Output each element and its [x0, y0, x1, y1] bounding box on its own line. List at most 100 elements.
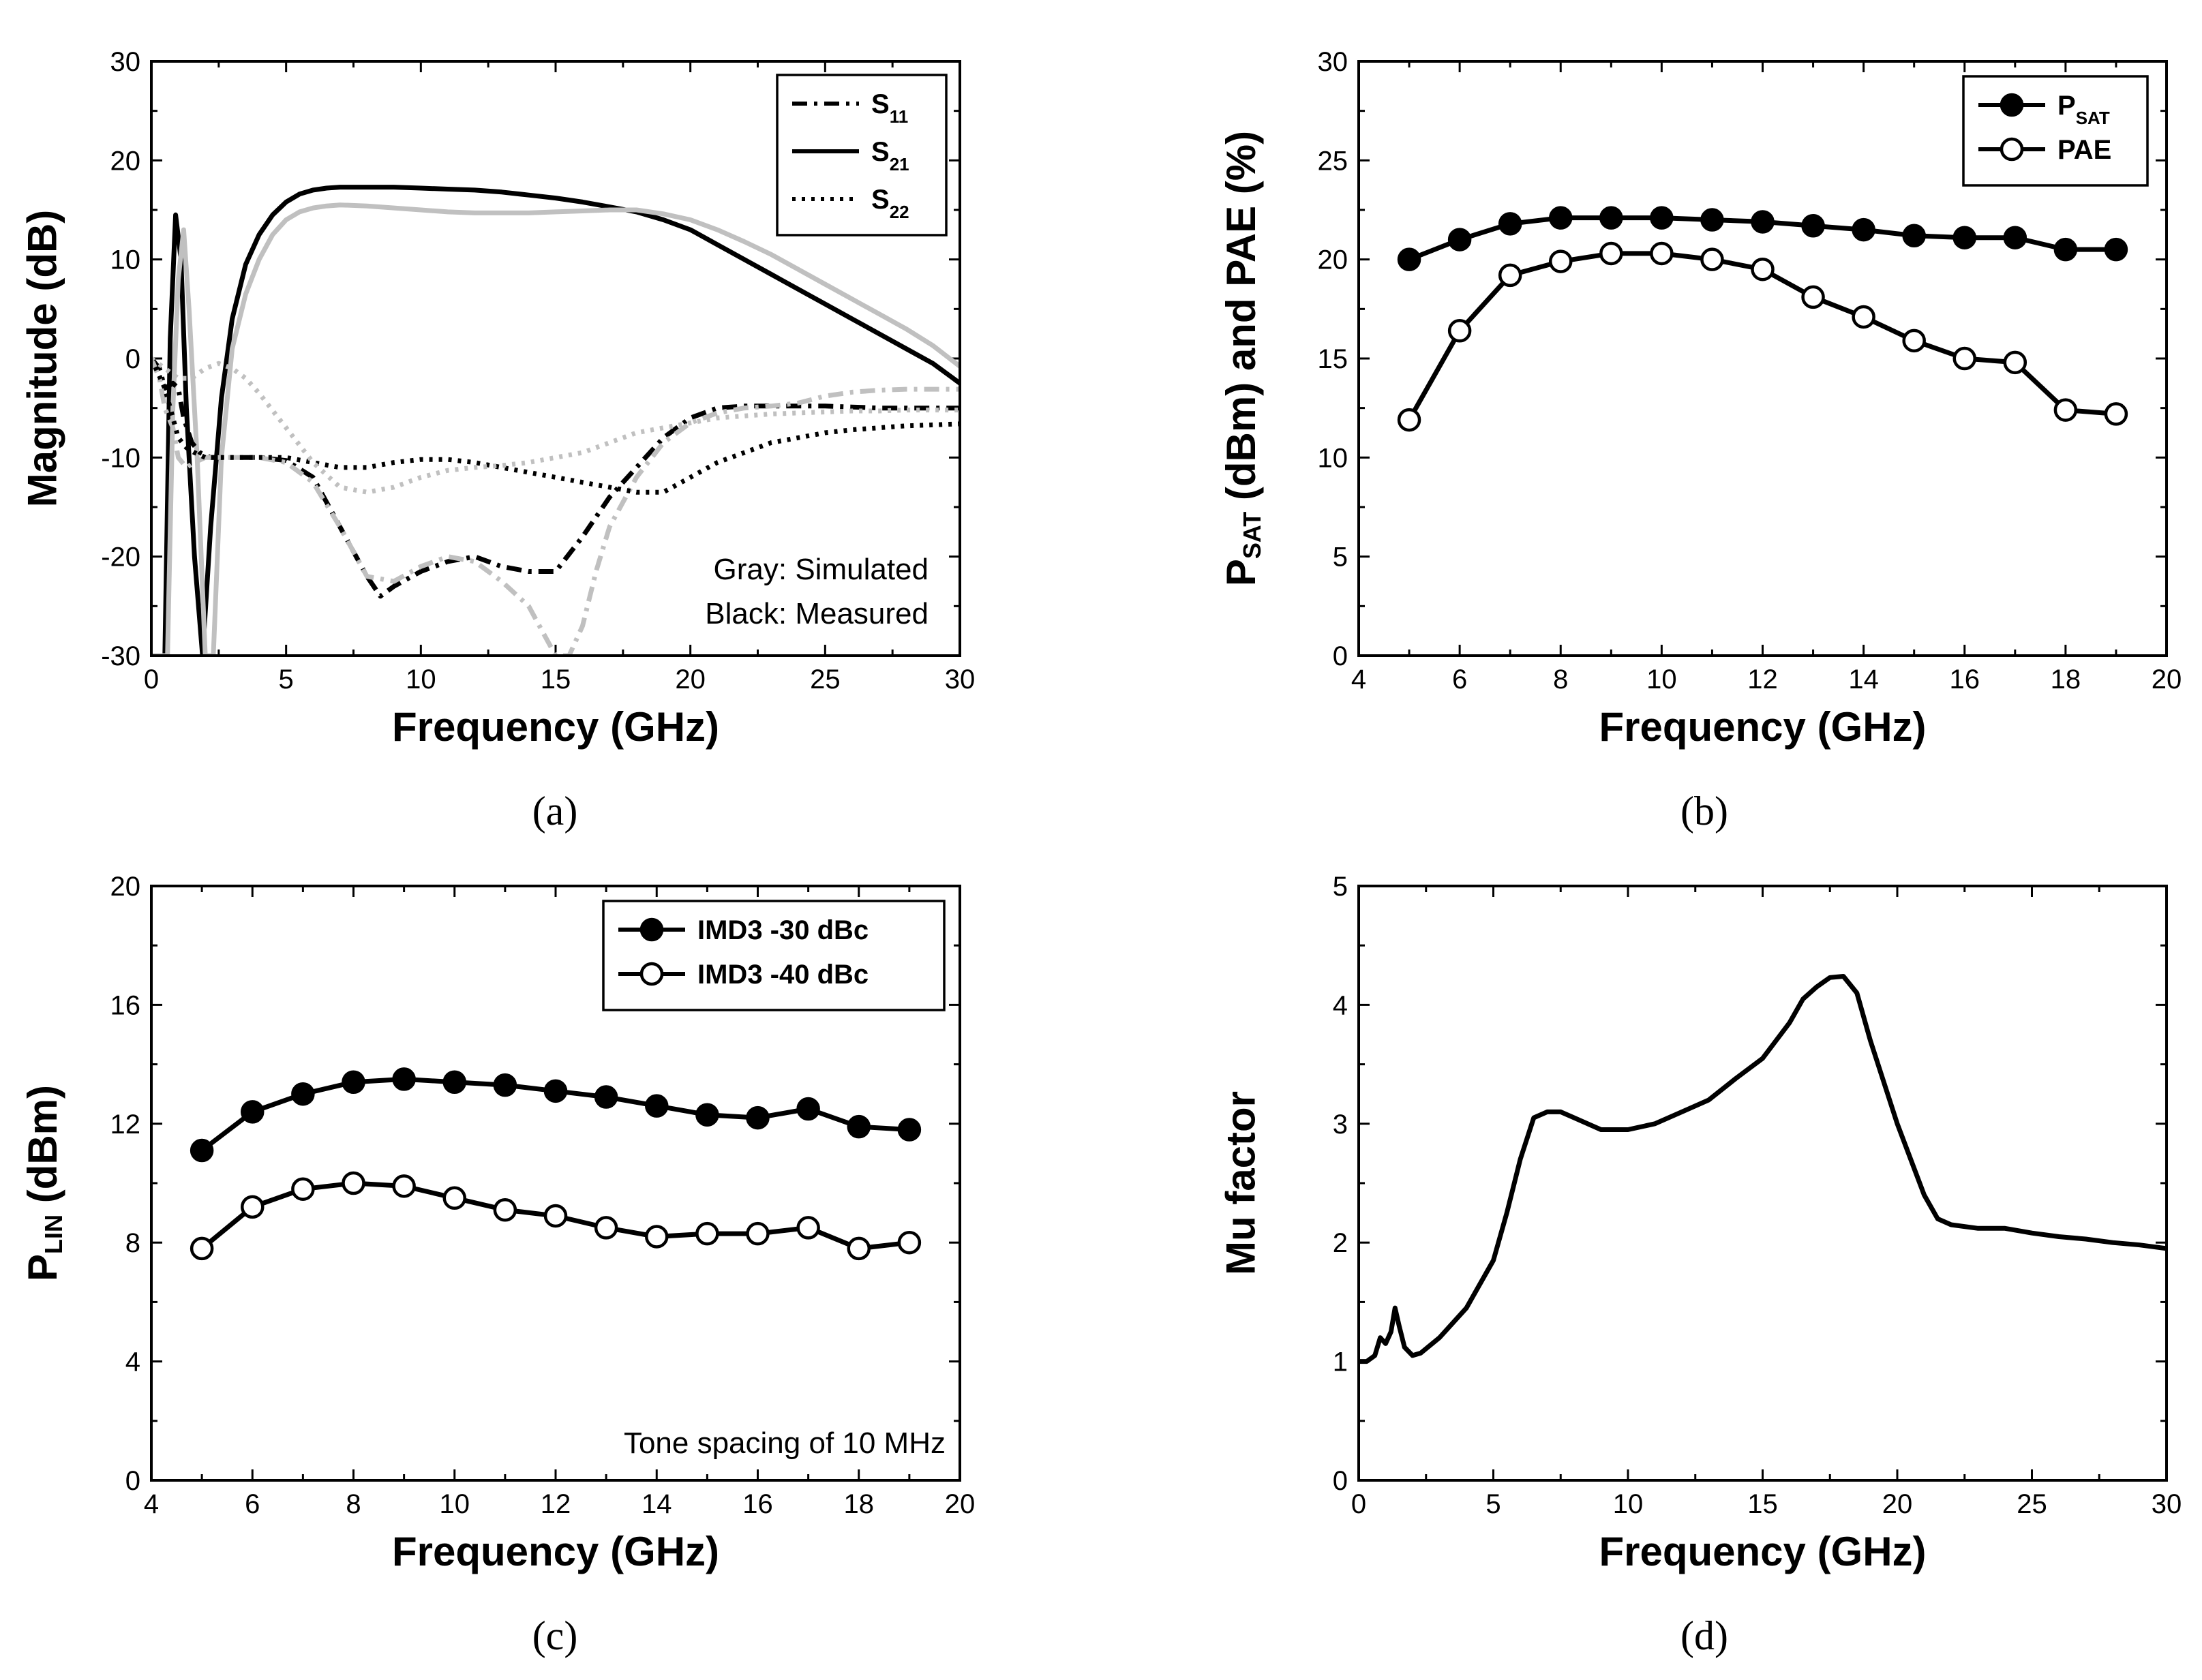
- data-point-open: [291, 1177, 315, 1201]
- data-point-filled: [796, 1097, 820, 1121]
- y-tick-label: 3: [1333, 1110, 1348, 1140]
- x-axis-label: Frequency (GHz): [392, 704, 719, 750]
- y-tick-label: 16: [110, 990, 141, 1020]
- data-point-open: [1700, 247, 1724, 271]
- data-point-open: [1852, 305, 1875, 329]
- data-point-filled: [1397, 247, 1421, 271]
- data-point-filled: [190, 1138, 214, 1163]
- legend-marker: [2000, 137, 2024, 162]
- data-point-open: [1650, 241, 1674, 266]
- series-line-s11-simulated: [151, 357, 960, 656]
- x-tick-label: 16: [1950, 665, 1980, 694]
- y-axis-label: PLIN (dBm): [20, 1085, 67, 1281]
- y-tick-label: 30: [110, 47, 141, 77]
- x-tick-label: 5: [1485, 1489, 1500, 1519]
- x-axis-label: Frequency (GHz): [1599, 704, 1926, 750]
- x-tick-label: 8: [1553, 665, 1568, 694]
- data-point-filled: [2003, 226, 2027, 249]
- data-point-filled: [543, 1079, 568, 1103]
- x-axis-label: Frequency (GHz): [392, 1529, 719, 1574]
- x-tick-label: 6: [245, 1489, 260, 1519]
- x-tick-label: 0: [1351, 1489, 1366, 1519]
- data-point-filled: [847, 1114, 871, 1139]
- legend-label: S22: [871, 185, 909, 222]
- data-point-open: [1397, 408, 1421, 432]
- x-tick-label: 4: [1351, 665, 1366, 694]
- x-tick-label: 10: [1613, 1489, 1644, 1519]
- legend-box: [1962, 75, 2149, 187]
- plot-frame: [150, 885, 961, 1482]
- panel-a: 0 5 10 15 20 25 30 -30 -20 -10 0 10 20 30 Frequency (G…: [20, 47, 976, 834]
- y-tick-label: 20: [110, 872, 141, 902]
- series-line-s22-measured: [151, 357, 960, 495]
- data-point-filled: [1902, 224, 1926, 248]
- y-tick-label: 0: [1333, 1466, 1348, 1496]
- data-point-filled: [241, 1100, 265, 1124]
- x-tick-label: 8: [346, 1489, 361, 1519]
- data-point-open: [1599, 241, 1623, 266]
- legend: PSAT PAE: [1962, 75, 2149, 187]
- y-tick-label: 4: [1333, 990, 1348, 1020]
- x-tick-label: 30: [945, 665, 976, 694]
- y-tick-label: 5: [1333, 872, 1348, 902]
- x-tick-label: 20: [945, 1489, 976, 1519]
- y-tick-label: 10: [110, 245, 141, 275]
- series-line-s11-measured: [151, 356, 960, 599]
- data-point-filled: [645, 1094, 669, 1118]
- legend-marker: [639, 917, 664, 942]
- data-point-open: [342, 1171, 365, 1195]
- data-point-open: [1447, 319, 1472, 343]
- y-tick-label: 20: [110, 146, 141, 176]
- y-tick-label: 0: [125, 1466, 140, 1496]
- x-tick-label: 10: [406, 665, 436, 694]
- data-point-open: [2053, 398, 2078, 422]
- panel-caption: (a): [532, 789, 578, 834]
- y-axis-label: PSAT (dBm) and PAE (%): [1218, 131, 1266, 586]
- data-point-filled: [442, 1070, 466, 1095]
- legend-label: IMD3 -40 dBc: [697, 960, 869, 990]
- data-point-filled: [1650, 206, 1674, 230]
- y-tick-label: 15: [1318, 344, 1348, 374]
- data-point-filled: [342, 1070, 365, 1095]
- x-tick-label: 0: [144, 665, 159, 694]
- data-point-open: [746, 1221, 770, 1246]
- data-point-filled: [1599, 206, 1623, 230]
- data-point-filled: [2104, 237, 2128, 262]
- data-point-filled: [1852, 217, 1875, 242]
- data-point-filled: [695, 1103, 719, 1127]
- panel-d: 0 5 10 15 20 25 30 0 1 2 3 4 5 Frequency (GHz) Mu fact…: [1218, 872, 2182, 1658]
- data-point-filled: [1498, 212, 1522, 236]
- y-tick-label: -30: [101, 641, 140, 671]
- x-tick-label: 18: [844, 1489, 875, 1519]
- data-point-filled: [746, 1105, 770, 1130]
- data-point-open: [1549, 249, 1573, 273]
- data-point-open: [2003, 350, 2027, 375]
- plot-area: [151, 185, 960, 656]
- data-point-filled: [291, 1082, 315, 1106]
- legend-label: PSAT: [2057, 91, 2110, 128]
- panel-caption: (d): [1680, 1613, 1728, 1658]
- panel-b: 4 6 8 10 12 14 16 18 20 0 5 10 15 20 25 30 Frequency (GH…: [1218, 47, 2182, 834]
- x-tick-label: 6: [1452, 665, 1467, 694]
- annotation-text: Tone spacing of 10 MHz: [624, 1426, 946, 1460]
- plot-frame: [1357, 885, 2168, 1482]
- x-tick-label: 18: [2051, 665, 2081, 694]
- y-tick-label: 10: [1318, 443, 1348, 473]
- data-point-open: [796, 1216, 820, 1240]
- legend-label: S11: [871, 89, 908, 127]
- series-line-mu-factor: [1359, 974, 2167, 1364]
- y-tick-label: 0: [1333, 641, 1348, 671]
- y-tick-label: 20: [1318, 245, 1348, 275]
- data-point-open: [847, 1236, 871, 1261]
- data-point-open: [1902, 329, 1926, 353]
- data-point-filled: [1751, 210, 1775, 234]
- annotation-text: Black: Measured: [705, 597, 929, 630]
- x-tick-label: 25: [2017, 1489, 2047, 1519]
- series-line-s21-measured: [151, 185, 960, 656]
- legend: S11 S21 S22: [776, 74, 948, 236]
- data-point-open: [594, 1216, 618, 1240]
- x-axis-label: Frequency (GHz): [1599, 1529, 1926, 1574]
- legend: IMD3 -30 dBc IMD3 -40 dBc: [602, 900, 946, 1011]
